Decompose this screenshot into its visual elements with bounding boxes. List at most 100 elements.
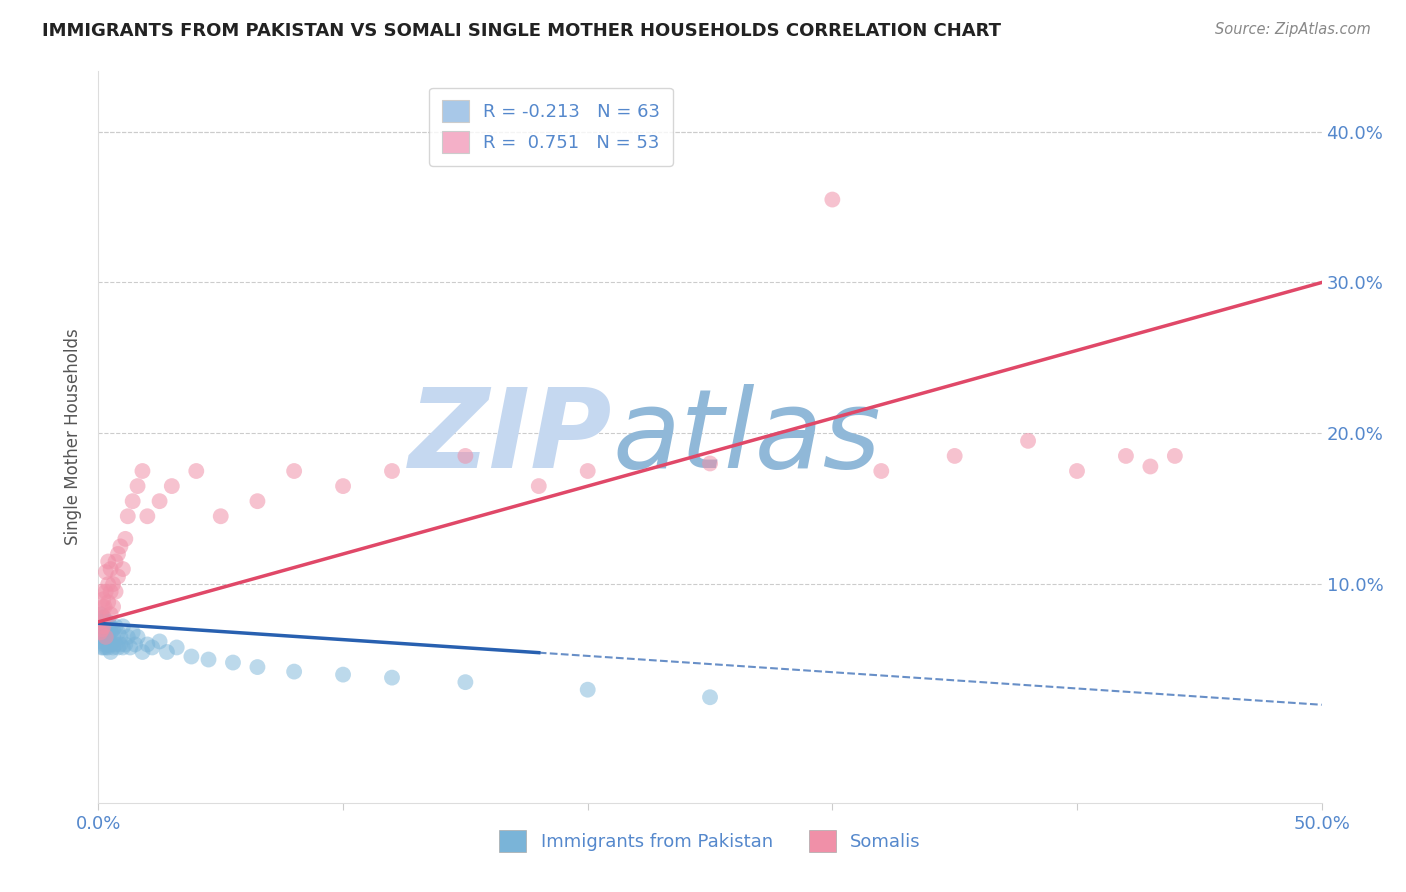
Point: [97, 640, 120, 655]
Point: [114, 532, 136, 546]
Point: [90, 640, 112, 655]
Point: [131, 464, 153, 478]
Point: [93, 637, 115, 651]
Point: [97, 637, 120, 651]
Point: [699, 457, 721, 471]
Point: [104, 619, 127, 633]
Point: [97, 554, 120, 568]
Point: [97, 615, 120, 629]
Point: [94, 640, 117, 655]
Point: [821, 193, 844, 207]
Point: [89, 615, 111, 629]
Point: [93, 599, 115, 614]
Point: [160, 479, 183, 493]
Point: [381, 464, 404, 478]
Point: [93, 610, 115, 624]
Point: [107, 625, 129, 640]
Point: [283, 665, 305, 679]
Point: [104, 584, 127, 599]
Point: [124, 637, 146, 651]
Point: [90, 584, 112, 599]
Point: [91, 623, 114, 637]
Point: [90, 619, 112, 633]
Point: [114, 637, 136, 651]
Point: [89, 615, 111, 629]
Point: [246, 494, 269, 508]
Point: [149, 494, 172, 508]
Point: [91, 615, 114, 629]
Point: [100, 619, 122, 633]
Point: [107, 547, 129, 561]
Point: [90, 607, 112, 622]
Point: [100, 607, 122, 622]
Point: [100, 584, 122, 599]
Point: [101, 630, 124, 644]
Point: [93, 630, 115, 644]
Point: [89, 625, 111, 640]
Point: [90, 607, 112, 622]
Point: [110, 630, 132, 644]
Point: [91, 640, 114, 655]
Point: [186, 464, 208, 478]
Point: [100, 645, 122, 659]
Point: [120, 640, 142, 655]
Point: [117, 630, 139, 644]
Point: [332, 479, 354, 493]
Point: [111, 619, 134, 633]
Point: [101, 577, 124, 591]
Point: [222, 656, 245, 670]
Point: [90, 630, 112, 644]
Point: [121, 494, 143, 508]
Point: [97, 577, 120, 591]
Text: Source: ZipAtlas.com: Source: ZipAtlas.com: [1215, 22, 1371, 37]
Point: [96, 625, 118, 640]
Point: [97, 595, 120, 609]
Point: [107, 640, 129, 655]
Point: [209, 509, 232, 524]
Point: [100, 637, 122, 651]
Point: [101, 623, 124, 637]
Point: [91, 619, 114, 633]
Point: [136, 509, 159, 524]
Point: [91, 592, 114, 607]
Point: [131, 645, 153, 659]
Point: [121, 625, 143, 640]
Point: [1115, 449, 1137, 463]
Point: [104, 554, 127, 568]
Point: [94, 565, 117, 579]
Point: [527, 479, 550, 493]
Point: [97, 630, 120, 644]
Point: [101, 640, 124, 655]
Point: [283, 464, 305, 478]
Point: [180, 649, 202, 664]
Point: [576, 682, 599, 697]
Point: [149, 634, 172, 648]
Point: [100, 625, 122, 640]
Point: [332, 667, 354, 681]
Point: [699, 690, 721, 705]
Point: [246, 660, 269, 674]
Point: [97, 619, 120, 633]
Point: [197, 652, 219, 666]
Point: [93, 619, 115, 633]
Y-axis label: Single Mother Households: Single Mother Households: [65, 329, 83, 545]
Point: [870, 464, 893, 478]
Text: ZIP: ZIP: [409, 384, 612, 491]
Point: [127, 479, 149, 493]
Point: [1066, 464, 1088, 478]
Point: [943, 449, 966, 463]
Point: [117, 509, 139, 524]
Point: [94, 630, 117, 644]
Point: [1139, 459, 1161, 474]
Point: [89, 625, 111, 640]
Point: [91, 634, 114, 648]
Point: [91, 610, 114, 624]
Point: [101, 599, 124, 614]
Point: [96, 630, 118, 644]
Point: [1164, 449, 1187, 463]
Point: [107, 569, 129, 583]
Point: [91, 599, 114, 614]
Point: [110, 637, 132, 651]
Point: [111, 562, 134, 576]
Point: [454, 675, 477, 690]
